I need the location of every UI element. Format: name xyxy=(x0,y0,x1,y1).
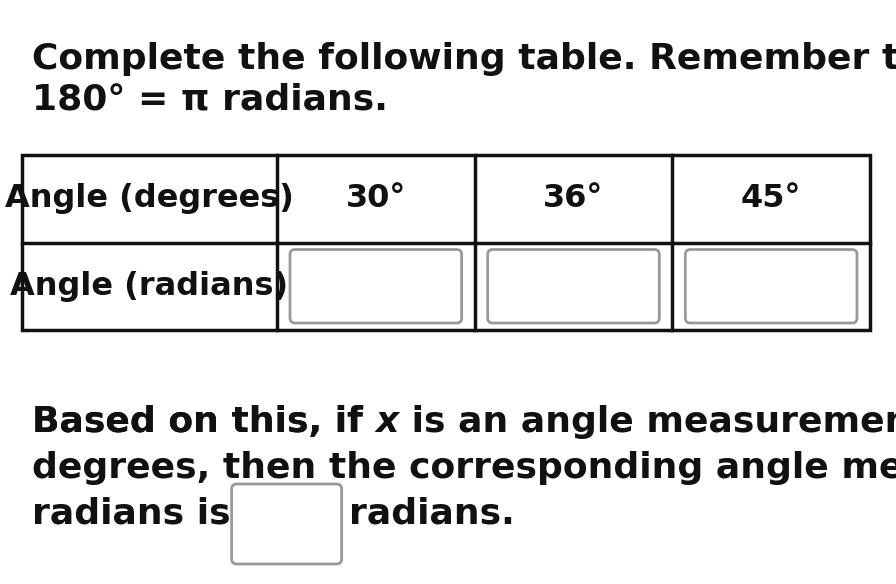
FancyBboxPatch shape xyxy=(232,484,341,564)
Text: 36°: 36° xyxy=(543,183,604,214)
Text: degrees, then the corresponding angle measure in: degrees, then the corresponding angle me… xyxy=(32,451,896,485)
Text: Based on this, if: Based on this, if xyxy=(32,405,375,439)
FancyBboxPatch shape xyxy=(290,249,461,323)
Text: 180° = π radians.: 180° = π radians. xyxy=(32,82,388,116)
Text: x: x xyxy=(375,405,399,439)
Text: 30°: 30° xyxy=(346,183,406,214)
FancyBboxPatch shape xyxy=(487,249,659,323)
Text: Complete the following table. Remember that: Complete the following table. Remember t… xyxy=(32,42,896,76)
Text: 45°: 45° xyxy=(741,183,801,214)
Text: Angle (radians): Angle (radians) xyxy=(11,271,289,302)
Text: Based on this, if: Based on this, if xyxy=(32,405,375,439)
Text: radians is: radians is xyxy=(32,497,230,531)
Bar xyxy=(22,155,870,330)
FancyBboxPatch shape xyxy=(685,249,857,323)
Text: Angle (degrees): Angle (degrees) xyxy=(5,183,294,214)
Text: radians.: radians. xyxy=(349,497,514,531)
Text: is an angle measurement in: is an angle measurement in xyxy=(399,405,896,439)
